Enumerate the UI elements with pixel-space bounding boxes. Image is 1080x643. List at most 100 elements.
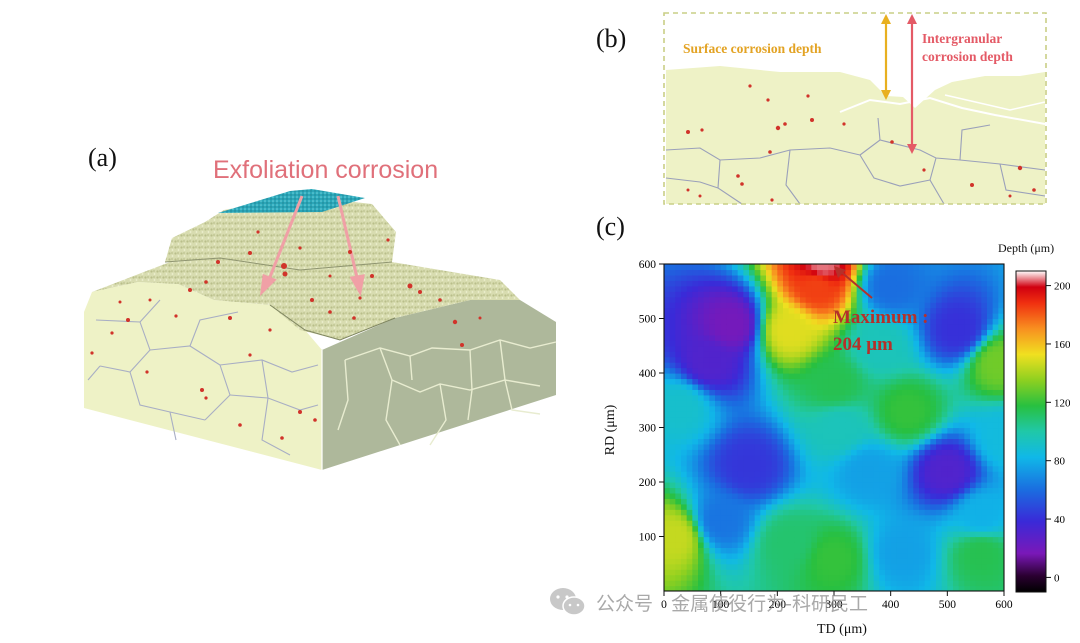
heatmap-cell xyxy=(953,340,960,347)
heatmap-cell xyxy=(822,356,829,363)
heatmap-cell xyxy=(777,383,784,390)
heatmap-cell xyxy=(771,509,778,516)
heatmap-cell xyxy=(930,498,937,505)
heatmap-cell xyxy=(924,405,931,412)
heatmap-cell xyxy=(958,580,965,587)
heatmap-cell xyxy=(783,432,790,439)
heatmap-cell xyxy=(800,362,807,369)
heatmap-cell xyxy=(788,432,795,439)
heatmap-cell xyxy=(726,323,733,330)
heatmap-cell xyxy=(919,432,926,439)
heatmap-cell xyxy=(970,313,977,320)
heatmap-cell xyxy=(924,313,931,320)
heatmap-cell xyxy=(817,531,824,538)
heatmap-cell xyxy=(788,351,795,358)
heatmap-cell xyxy=(964,492,971,499)
heatmap-cell xyxy=(987,302,994,309)
heatmap-cell xyxy=(902,285,909,292)
heatmap-cell xyxy=(975,318,982,325)
heatmap-cell xyxy=(856,400,863,407)
heatmap-cell xyxy=(686,334,693,341)
heatmap-cell xyxy=(783,563,790,570)
heatmap-cell xyxy=(936,432,943,439)
heatmap-cell xyxy=(817,525,824,532)
heatmap-cell xyxy=(885,274,892,281)
heatmap-cell xyxy=(975,405,982,412)
heatmap-cell xyxy=(879,476,886,483)
heatmap-cell xyxy=(749,558,756,565)
heatmap-cell xyxy=(669,498,676,505)
heatmap-cell xyxy=(754,340,761,347)
heatmap-cell xyxy=(709,313,716,320)
heatmap-cell xyxy=(788,569,795,576)
heatmap-cell xyxy=(720,541,727,548)
heatmap-cell xyxy=(737,574,744,581)
heatmap-cell xyxy=(992,274,999,281)
heatmap-cell xyxy=(817,536,824,543)
heatmap-cell xyxy=(873,558,880,565)
heatmap-cell xyxy=(811,280,818,287)
heatmap-cell xyxy=(817,449,824,456)
heatmap-cell xyxy=(992,323,999,330)
heatmap-cell xyxy=(760,416,767,423)
heatmap-cell xyxy=(941,378,948,385)
heatmap-cell xyxy=(890,460,897,467)
heatmap-cell xyxy=(868,580,875,587)
heatmap-cell xyxy=(834,465,841,472)
heatmap-cell xyxy=(828,552,835,559)
heatmap-cell xyxy=(919,454,926,461)
heatmap-cell xyxy=(760,302,767,309)
heatmap-cell xyxy=(681,400,688,407)
heatmap-cell xyxy=(811,536,818,543)
heatmap-cell xyxy=(771,471,778,478)
heatmap-cell xyxy=(743,340,750,347)
heatmap-cell xyxy=(726,269,733,276)
heatmap-cell xyxy=(771,552,778,559)
heatmap-cell xyxy=(862,264,869,271)
heatmap-cell xyxy=(732,307,739,314)
heatmap-cell xyxy=(936,405,943,412)
heatmap-cell xyxy=(953,318,960,325)
heatmap-cell xyxy=(715,280,722,287)
heatmap-cell xyxy=(664,449,671,456)
heatmap-cell xyxy=(686,269,693,276)
heatmap-cell xyxy=(692,356,699,363)
heatmap-cell xyxy=(726,536,733,543)
heatmap-cell xyxy=(664,503,671,510)
heatmap-cell xyxy=(941,509,948,516)
heatmap-cell xyxy=(686,383,693,390)
heatmap-cell xyxy=(987,285,994,292)
heatmap-cell xyxy=(987,264,994,271)
heatmap-cell xyxy=(686,547,693,554)
heatmap-cell xyxy=(839,285,846,292)
heatmap-cell xyxy=(800,394,807,401)
heatmap-cell xyxy=(703,552,710,559)
heatmap-cell xyxy=(766,471,773,478)
heatmap-cell xyxy=(879,465,886,472)
heatmap-cell xyxy=(896,552,903,559)
heatmap-cell xyxy=(930,552,937,559)
heatmap-cell xyxy=(947,323,954,330)
heatmap-cell xyxy=(992,427,999,434)
heatmap-cell xyxy=(811,487,818,494)
heatmap-cell xyxy=(715,416,722,423)
heatmap-cell xyxy=(981,405,988,412)
heatmap-cell xyxy=(975,329,982,336)
heatmap-cell xyxy=(856,569,863,576)
heatmap-cell xyxy=(879,471,886,478)
heatmap-cell xyxy=(675,351,682,358)
heatmap-cell xyxy=(924,427,931,434)
heatmap-cell xyxy=(964,280,971,287)
exfoliated-layer-upper xyxy=(165,196,396,270)
panel-a-label: (a) xyxy=(88,143,117,172)
heatmap-cell xyxy=(760,411,767,418)
heatmap-cell xyxy=(828,438,835,445)
heatmap-cell xyxy=(811,334,818,341)
heatmap-cell xyxy=(868,471,875,478)
heatmap-cell xyxy=(771,449,778,456)
heatmap-cell xyxy=(669,454,676,461)
heatmap-cell xyxy=(788,389,795,396)
heatmap-cell xyxy=(698,525,705,532)
heatmap-cell xyxy=(868,378,875,385)
heatmap-cell xyxy=(890,503,897,510)
